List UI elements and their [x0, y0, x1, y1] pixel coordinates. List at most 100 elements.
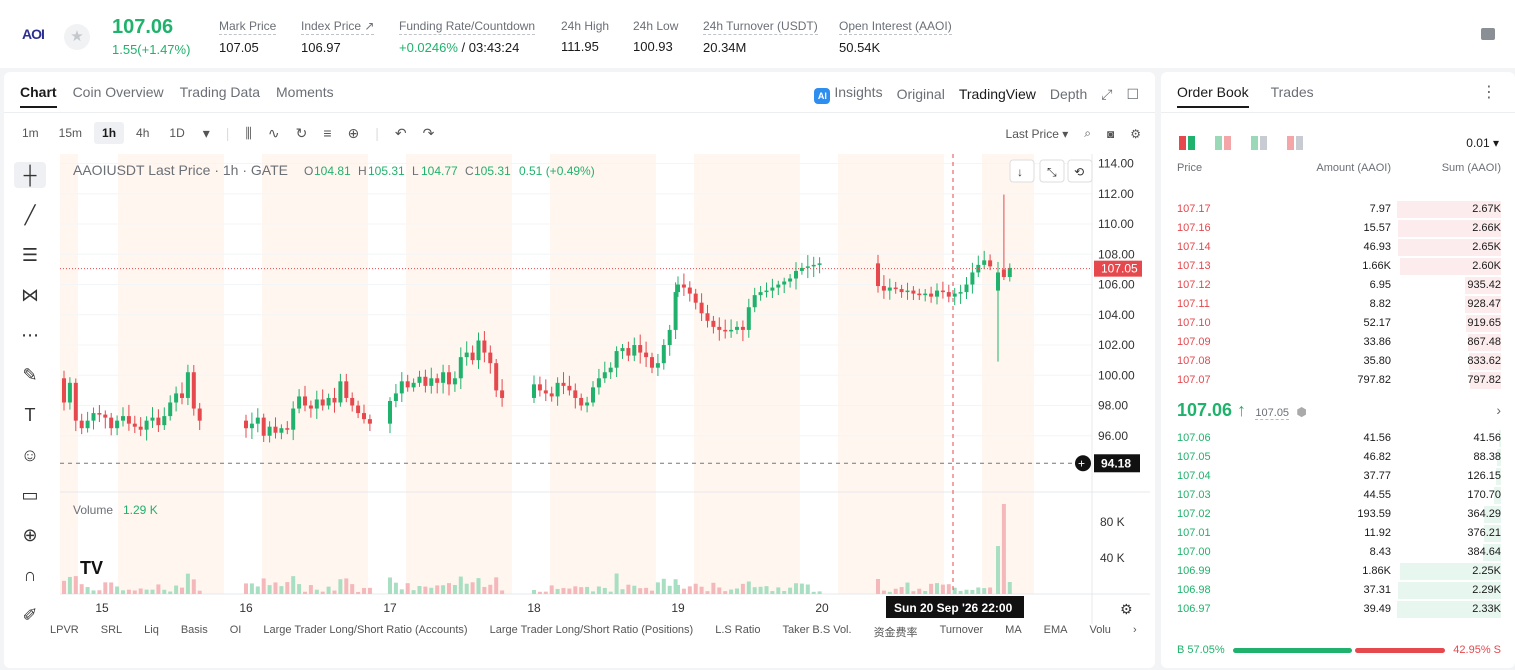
tab-tradingview[interactable]: TradingView — [958, 86, 1036, 102]
brush-icon[interactable]: ✎ — [22, 365, 38, 385]
indicators-icon[interactable]: ∿ — [267, 124, 280, 141]
bid-row[interactable]: 107.06 41.56 41.56 — [1177, 429, 1501, 448]
text-icon[interactable]: T — [24, 405, 36, 425]
tab-coin-overview[interactable]: Coin Overview — [72, 84, 164, 100]
tab-trading-data[interactable]: Trading Data — [179, 84, 261, 100]
scroll-down-icon[interactable] — [1009, 159, 1035, 183]
ask-row[interactable]: 107.16 15.57 2.66K — [1177, 219, 1501, 238]
chevron-right-icon[interactable]: › — [1496, 402, 1501, 418]
ind-large-trader-accounts[interactable]: Large Trader Long/Short Ratio (Accounts) — [263, 624, 468, 636]
mid-price-row[interactable]: 107.06 ↑ 107.05 ⬢ › — [1177, 400, 1501, 424]
ind-ma[interactable]: MA — [1005, 624, 1022, 636]
magnet-icon[interactable]: ∩ — [23, 565, 37, 585]
bid-row[interactable]: 107.05 46.82 88.38 — [1177, 448, 1501, 467]
tab-order-book[interactable]: Order Book — [1177, 84, 1249, 108]
ruler-icon[interactable]: ▭ — [21, 485, 39, 505]
ask-row[interactable]: 107.17 7.97 2.67K — [1177, 200, 1501, 219]
index-price-stat[interactable]: Index Price ↗ 106.97 — [301, 19, 375, 55]
book-bids-icon[interactable] — [1251, 136, 1267, 150]
ind-srl[interactable]: SRL — [100, 624, 123, 636]
favorite-star-icon[interactable]: ★ — [64, 24, 90, 50]
tf-1d[interactable]: 1D — [169, 126, 185, 140]
ind-turnover[interactable]: Turnover — [939, 624, 984, 636]
fullscreen-icon[interactable] — [1067, 159, 1093, 183]
tf-1m[interactable]: 1m — [22, 126, 39, 140]
ind-ls-ratio[interactable]: L.S Ratio — [715, 624, 761, 636]
ask-row[interactable]: 107.11 8.82 928.47 — [1177, 295, 1501, 314]
ask-row[interactable]: 107.07 797.82 797.82 — [1177, 371, 1501, 390]
crosshair-icon[interactable]: ┼ — [14, 162, 46, 188]
mark-price-stat[interactable]: Mark Price 107.05 — [219, 19, 277, 55]
open-interest-stat[interactable]: Open Interest (AAOI) 50.54K — [839, 19, 952, 55]
window-icon[interactable]: ☐ — [1126, 85, 1139, 102]
bid-row[interactable]: 107.04 37.77 126.15 — [1177, 467, 1501, 486]
chevron-right-icon[interactable]: › — [1132, 624, 1137, 636]
bid-row[interactable]: 106.99 1.86K 2.25K — [1177, 562, 1501, 581]
expand-icon[interactable]: ⤢ — [1101, 85, 1113, 102]
pattern-icon[interactable]: ⋈ — [21, 285, 39, 305]
coin-logo[interactable]: AOI — [22, 26, 45, 42]
more-options-icon[interactable]: ⋮ — [1481, 84, 1497, 101]
ind-large-trader-positions[interactable]: Large Trader Long/Short Ratio (Positions… — [489, 624, 694, 636]
tab-insights[interactable]: AI Insights — [814, 84, 883, 104]
candle-type-icon[interactable]: ⫼ — [245, 124, 252, 141]
bid-row[interactable]: 106.97 39.49 2.33K — [1177, 600, 1501, 619]
tab-chart[interactable]: Chart — [20, 84, 57, 108]
add-indicator-icon[interactable]: ⊕ — [347, 124, 360, 141]
lock-draw-icon[interactable]: ✐ — [22, 605, 38, 625]
template-icon[interactable]: ≡ — [323, 125, 332, 141]
redo-icon[interactable]: ↷ — [422, 124, 435, 141]
tf-dropdown-icon[interactable]: ▾ — [202, 124, 210, 141]
price-step-select[interactable]: 0.01 ▾ — [1466, 136, 1499, 150]
bid-row[interactable]: 107.01 11.92 376.21 — [1177, 524, 1501, 543]
ask-row[interactable]: 107.10 52.17 919.65 — [1177, 314, 1501, 333]
tf-4h[interactable]: 4h — [136, 126, 150, 140]
tab-moments[interactable]: Moments — [276, 84, 334, 100]
ask-row[interactable]: 107.12 6.95 935.42 — [1177, 276, 1501, 295]
ask-row[interactable]: 107.08 35.80 833.62 — [1177, 352, 1501, 371]
volume-bar — [249, 583, 254, 594]
ind-oi[interactable]: OI — [229, 624, 242, 636]
parallel-channel-icon[interactable]: ☰ — [21, 245, 39, 265]
bid-row[interactable]: 106.98 37.31 2.29K — [1177, 581, 1501, 600]
gear-icon[interactable]: ⚙ — [1130, 126, 1141, 141]
bid-row[interactable]: 107.00 8.43 384.64 — [1177, 543, 1501, 562]
undo-icon[interactable]: ↶ — [394, 124, 407, 141]
book-both-icon[interactable] — [1179, 136, 1195, 150]
emoji-icon[interactable]: ☺ — [20, 445, 40, 465]
bid-row[interactable]: 107.02 193.59 364.29 — [1177, 505, 1501, 524]
camera-icon[interactable]: ◙ — [1106, 126, 1115, 141]
tf-15m[interactable]: 15m — [58, 126, 83, 140]
price-chart[interactable]: 114.00 112.00 110.00 108.00 106.00 104.00 102.… — [60, 154, 1150, 624]
last-price-select[interactable]: Last Price ▾ — [1005, 126, 1069, 141]
zoom-icon[interactable]: ⊕ — [22, 525, 38, 545]
collapse-icon[interactable] — [1039, 159, 1065, 183]
tradingview-logo-icon[interactable]: TV — [80, 558, 103, 578]
ohlc-high: 105.31 — [368, 164, 405, 178]
search-icon[interactable]: ⌕ — [1084, 126, 1091, 140]
fib-icon[interactable]: ⋯ — [21, 325, 39, 345]
turnover-24h-stat[interactable]: 24h Turnover (USDT) 20.34M — [703, 19, 818, 55]
ask-row[interactable]: 107.09 33.86 867.48 — [1177, 333, 1501, 352]
book-asks-icon[interactable] — [1287, 136, 1303, 150]
book-icon[interactable] — [1481, 28, 1495, 40]
bid-row[interactable]: 107.03 44.55 170.70 — [1177, 486, 1501, 505]
tab-trades[interactable]: Trades — [1270, 84, 1314, 100]
candle-body — [555, 382, 560, 397]
ask-row[interactable]: 107.14 46.93 2.65K — [1177, 238, 1501, 257]
ind-ema[interactable]: EMA — [1043, 624, 1068, 636]
ind-funding-rate[interactable]: 资金费率 — [873, 627, 918, 639]
ind-taker-vol[interactable]: Taker B.S Vol. — [782, 624, 852, 636]
replay-icon[interactable]: ↻ — [295, 124, 308, 141]
ind-lpvr[interactable]: LPVR — [50, 624, 79, 636]
tab-original[interactable]: Original — [896, 86, 945, 102]
ask-row[interactable]: 107.13 1.66K 2.60K — [1177, 257, 1501, 276]
book-bids-asks-icon[interactable] — [1215, 136, 1231, 150]
trend-line-icon[interactable]: ╱ — [24, 205, 36, 225]
ind-volume[interactable]: Volu — [1089, 624, 1111, 636]
funding-rate-stat[interactable]: Funding Rate/Countdown +0.0246% / 03:43:… — [399, 19, 536, 55]
ind-liq[interactable]: Liq — [144, 624, 159, 636]
tab-depth[interactable]: Depth — [1049, 86, 1088, 102]
ind-basis[interactable]: Basis — [180, 624, 208, 636]
tf-1h[interactable]: 1h — [94, 122, 125, 144]
